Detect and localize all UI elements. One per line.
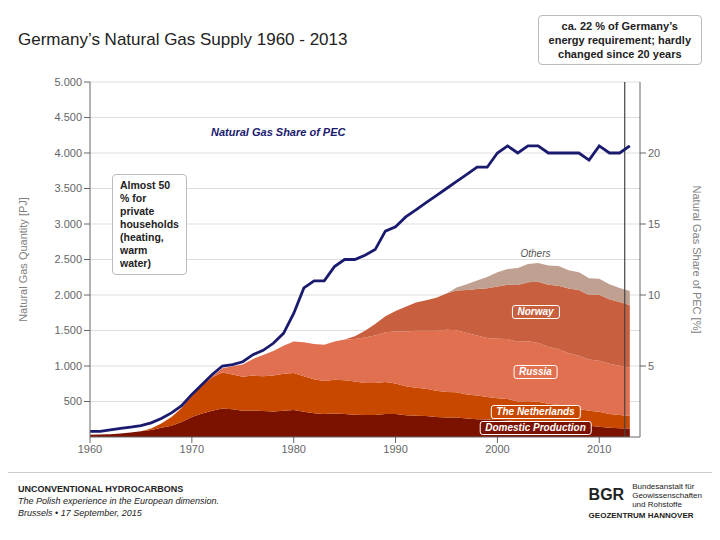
svg-text:3.000: 3.000 [54, 218, 82, 230]
svg-text:4.000: 4.000 [54, 147, 82, 159]
html-text:Domestic Production: Domestic Production [485, 422, 586, 433]
svg-text:2.500: 2.500 [54, 253, 82, 265]
html-text:GEOZENTRUM HANNOVER: GEOZENTRUM HANNOVER [588, 510, 694, 520]
svg-text:10: 10 [648, 289, 660, 301]
html-text:Others: Others [520, 248, 551, 259]
svg-text:2.000: 2.000 [54, 289, 82, 301]
html-text:UNCONVENTIONAL HYDROCARBONS: UNCONVENTIONAL HYDROCARBONS [18, 483, 184, 494]
html-text:Germany’s Natural Gas Supply 1: Germany’s Natural Gas Supply 1960 - 2013 [18, 30, 348, 49]
svg-text:1980: 1980 [281, 443, 305, 455]
svg-text:20: 20 [648, 147, 660, 159]
svg-text:2010: 2010 [587, 443, 611, 455]
html-text:Natural Gas Share of PEC: Natural Gas Share of PEC [211, 125, 346, 138]
svg-text:5: 5 [648, 360, 654, 372]
html-text:BGR: BGR [588, 486, 625, 503]
svg-text:15: 15 [648, 218, 660, 230]
html-text:Norway: Norway [517, 306, 554, 318]
svg-text:Natural Gas Quantity [PJ]: Natural Gas Quantity [PJ] [17, 197, 29, 322]
svg-text:4.500: 4.500 [54, 111, 82, 123]
svg-text:500: 500 [64, 395, 82, 407]
html-text:Brussels • 17 September, 2015: Brussels • 17 September, 2015 [18, 507, 142, 518]
svg-text:3.500: 3.500 [54, 182, 82, 194]
html-text:ca. 22 % of Germany’s energy r: ca. 22 % of Germany’s energy requirement… [548, 20, 691, 60]
svg-text:1970: 1970 [180, 443, 204, 455]
svg-text:5.000: 5.000 [54, 76, 82, 88]
svg-text:1990: 1990 [383, 443, 407, 455]
svg-text:1960: 1960 [78, 443, 102, 455]
svg-text:2000: 2000 [485, 443, 509, 455]
html-text:Bundesanstalt für Geowissensch: Bundesanstalt für Geowissenschaften und … [632, 481, 702, 509]
svg-text:1.500: 1.500 [54, 324, 82, 336]
html-text:Russia: Russia [519, 366, 552, 378]
html-text:Almost 50 % for private househ: Almost 50 % for private households (heat… [120, 179, 179, 270]
svg-text:1.000: 1.000 [54, 360, 82, 372]
html-text:The Polish experience in the E: The Polish experience in the European di… [18, 495, 220, 506]
html-text:The Netherlands: The Netherlands [496, 405, 575, 417]
svg-text:Natural Gas Share of PEC [%]: Natural Gas Share of PEC [%] [691, 186, 703, 334]
